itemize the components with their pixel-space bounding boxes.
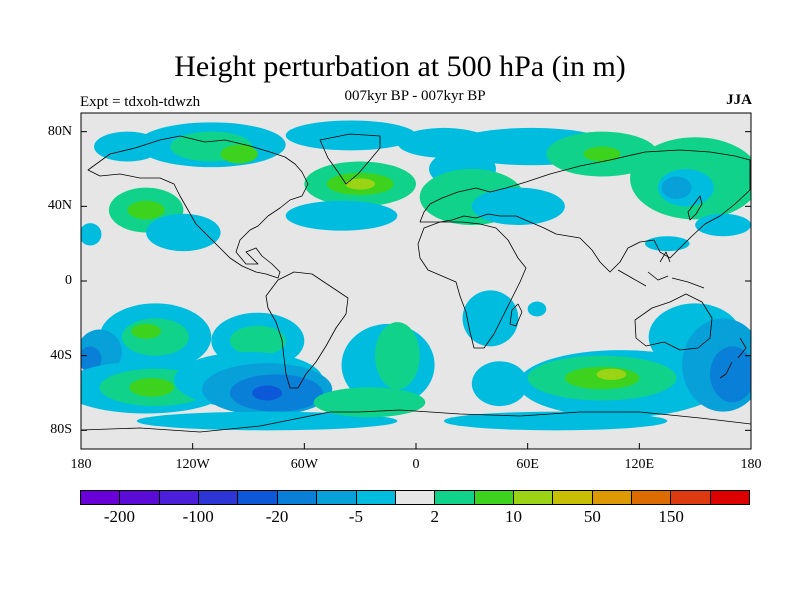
- colorbar-label: -100: [182, 507, 214, 526]
- lon-tick-label: 120W: [175, 457, 210, 472]
- coast-new-zealand: [719, 337, 747, 379]
- colorbar-swatch: [632, 491, 672, 504]
- contour-region: [644, 236, 690, 252]
- colorbar: [80, 490, 750, 505]
- coastlines: [81, 133, 751, 433]
- colorbar-swatch: [81, 491, 121, 504]
- height-field: [81, 120, 751, 431]
- contour-region: [527, 301, 547, 317]
- colorbar-label: 10: [505, 507, 523, 526]
- colorbar-label: -200: [103, 507, 135, 526]
- coast-madagascar: [509, 303, 523, 327]
- contour-region: [129, 378, 175, 397]
- map-panel: [80, 112, 752, 450]
- colorbar-swatch: [199, 491, 239, 504]
- contour-region: [443, 411, 668, 431]
- map-frame: [80, 112, 752, 450]
- colorbar-swatch: [435, 491, 475, 504]
- colorbar-swatch: [277, 491, 318, 504]
- contour-region: [81, 223, 102, 246]
- colorbar-label: 150: [658, 507, 684, 526]
- coast-africa: [417, 221, 527, 349]
- map-subtitle: 007kyr BP - 007kyr BP: [344, 88, 486, 104]
- experiment-label: Expt = tdxoh-tdwzh: [80, 94, 201, 110]
- coast-eurasia: [419, 149, 751, 273]
- colorbar-label: 50: [583, 507, 601, 526]
- contour-region: [462, 290, 519, 347]
- lon-tick-label: 180: [740, 457, 762, 472]
- contour-region: [313, 387, 426, 418]
- colorbar-swatch: [513, 491, 554, 504]
- contour-region: [285, 200, 398, 231]
- colorbar-label: 2: [430, 507, 439, 526]
- contour-region: [661, 176, 692, 199]
- lon-tick-label: 120E: [624, 457, 655, 472]
- colorbar-swatch: [238, 491, 278, 504]
- colorbar-swatch: [710, 491, 750, 504]
- coast-south-america: [265, 271, 349, 389]
- contour-region: [710, 346, 751, 403]
- lon-tick-label: 60E: [516, 457, 539, 472]
- contour-region: [375, 322, 420, 390]
- colorbar-label: -5: [348, 507, 363, 526]
- contour-region: [127, 200, 165, 220]
- contour-region: [471, 187, 565, 225]
- contour-region: [713, 150, 751, 207]
- map-title: Height perturbation at 500 hPa (in m): [174, 50, 626, 83]
- coast-antarctica: [81, 409, 751, 433]
- contour-region: [252, 385, 282, 401]
- colorbar-swatch: [553, 491, 593, 504]
- lat-tick-label: 40N: [47, 198, 72, 214]
- contour-region: [131, 323, 162, 339]
- colorbar-swatch: [317, 491, 357, 504]
- contour-region: [471, 361, 528, 407]
- colorbar-swatch: [159, 491, 200, 504]
- contour-region: [81, 346, 102, 373]
- colorbar-swatch: [671, 491, 711, 504]
- colorbar-swatch: [120, 491, 160, 504]
- contour-region: [695, 213, 751, 237]
- lat-tick-label: 40S: [50, 347, 72, 363]
- lon-tick-label: 60W: [290, 457, 318, 472]
- contour-region: [136, 411, 398, 431]
- contour-region: [285, 120, 416, 151]
- coast-maritime-continent: [617, 251, 705, 289]
- contour-region: [596, 368, 627, 380]
- colorbar-swatch: [474, 491, 514, 504]
- season-label: JJA: [726, 92, 752, 108]
- lat-tick-label: 80N: [47, 123, 72, 139]
- lon-tick-label: 0: [412, 457, 420, 472]
- coast-greenland: [319, 133, 381, 185]
- contour-region: [220, 144, 258, 164]
- coast-north-america: [87, 135, 309, 279]
- contour-region: [583, 146, 621, 162]
- colorbar-swatch: [395, 491, 436, 504]
- contour-region: [345, 178, 376, 190]
- colorbar-swatch: [592, 491, 633, 504]
- contour-region: [146, 213, 221, 252]
- lon-tick-label: 180: [70, 457, 92, 472]
- coast-australia: [634, 293, 713, 351]
- coast-japan: [687, 195, 703, 221]
- lat-tick-label: 80S: [50, 422, 72, 438]
- lat-tick-label: 0: [65, 273, 72, 288]
- contour-region: [229, 325, 286, 356]
- colorbar-label: -20: [265, 507, 289, 526]
- colorbar-swatch: [356, 491, 396, 504]
